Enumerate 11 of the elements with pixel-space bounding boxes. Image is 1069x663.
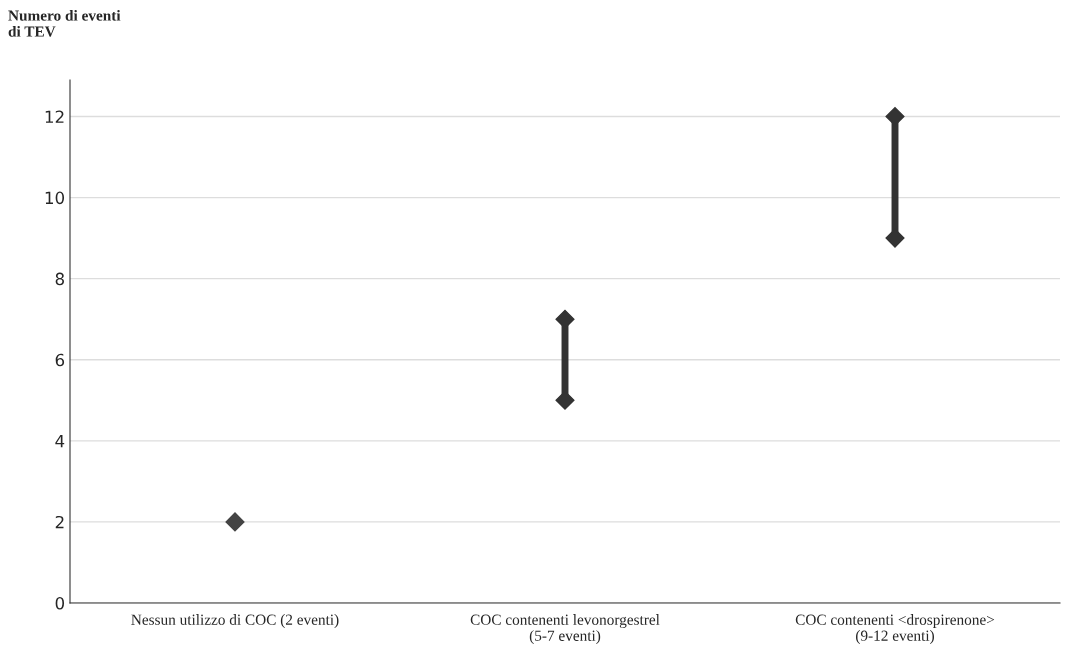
- x-tick-label: Nessun utilizzo di COC (2 eventi): [131, 614, 339, 628]
- y-tick-label: 2: [55, 515, 64, 529]
- chart-title: Numero di eventi di TEV: [8, 10, 121, 37]
- y-tick-label: 6: [55, 353, 65, 367]
- y-tick-label: 0: [55, 596, 65, 610]
- y-tick-label: 8: [55, 272, 64, 286]
- y-tick-label: 12: [45, 110, 64, 123]
- x-tick-label: COC contenenti levonorgestrel (5-7 eventi): [470, 614, 660, 644]
- y-tick-label: 4: [55, 435, 65, 448]
- x-tick-label: COC contenenti <drospirenone> (9-12 eventi): [795, 614, 995, 644]
- y-tick-label: 10: [45, 191, 65, 205]
